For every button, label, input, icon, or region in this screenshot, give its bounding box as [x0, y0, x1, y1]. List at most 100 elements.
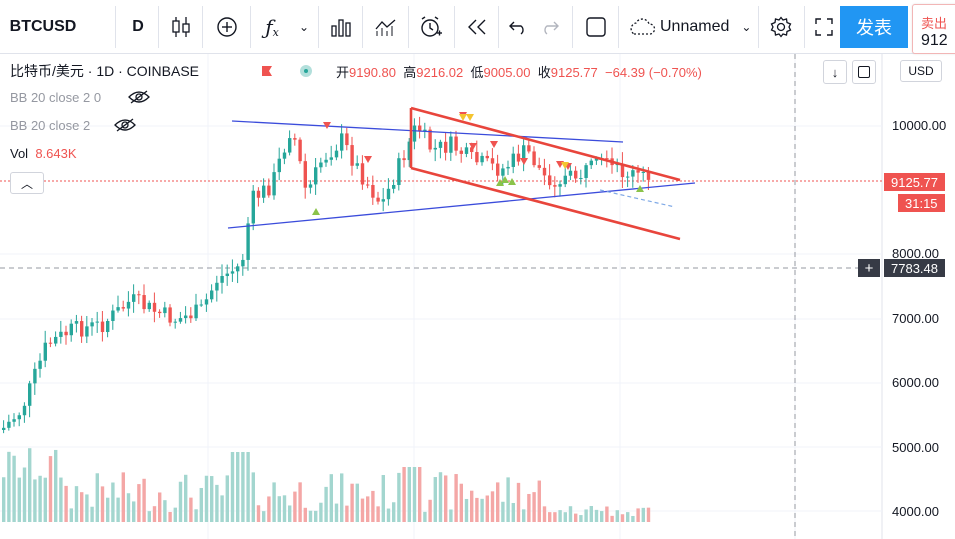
collapse-legend-button[interactable]: ︿: [10, 172, 44, 194]
volume-bar: [90, 506, 94, 522]
alert-clock-icon[interactable]: [414, 10, 448, 44]
volume-bar: [54, 449, 58, 522]
candle-body: [501, 168, 505, 176]
volume-bar: [33, 479, 37, 522]
volume-bar: [163, 500, 167, 522]
volume-bar: [584, 509, 588, 522]
price-tick: 10000.00: [892, 118, 947, 133]
candle-body: [360, 163, 365, 185]
replay-rewind-icon[interactable]: [462, 10, 492, 44]
candle-body: [95, 321, 99, 323]
compare-add-icon[interactable]: [210, 10, 244, 44]
candle-body: [454, 136, 458, 151]
volume-bar: [516, 482, 521, 522]
symbol-legend-title[interactable]: 比特币/美元 · 1D · COINBASE: [10, 63, 200, 79]
candle-body: [246, 223, 250, 260]
volume-bar: [496, 482, 500, 522]
volume-bar: [563, 512, 567, 522]
download-arrow-icon[interactable]: ↓: [823, 60, 847, 84]
volume-bar: [532, 492, 536, 522]
candle-body: [527, 145, 531, 152]
volume-bar: [7, 451, 11, 522]
candle-body: [324, 159, 328, 163]
sell-order-button[interactable]: 卖出 912: [912, 4, 955, 54]
channel-upper-line: [410, 106, 681, 182]
candle-body: [366, 184, 370, 186]
drawings: [227, 106, 696, 241]
candle-body: [163, 307, 167, 314]
volume-bar: [251, 472, 255, 522]
open-label: 开: [336, 65, 350, 80]
signal-markers: [312, 112, 644, 215]
candle-body: [636, 170, 640, 173]
last-price-badge: 9125.77: [884, 173, 945, 191]
undo-icon[interactable]: [504, 10, 532, 44]
candles-icon[interactable]: [166, 10, 196, 44]
redo-icon[interactable]: [536, 10, 564, 44]
toolbar-divider: [202, 6, 203, 48]
volume-legend[interactable]: Vol 8.643K: [10, 146, 77, 161]
price-tick: 5000.00: [892, 440, 939, 455]
candle-body: [38, 360, 42, 369]
close-label: 收: [537, 65, 551, 80]
fullscreen-square-icon[interactable]: [580, 10, 612, 44]
templates-icon[interactable]: [370, 10, 402, 44]
candle-body: [132, 294, 136, 302]
candle-body: [59, 331, 63, 337]
candle-body: [470, 147, 474, 153]
publish-button[interactable]: 发表: [840, 6, 908, 48]
eye-hidden-icon[interactable]: [128, 90, 150, 104]
bar-chart-icon[interactable]: [326, 10, 356, 44]
volume-bar: [412, 467, 417, 522]
volume-bar: [69, 508, 73, 522]
yellow-signal-marker: [561, 162, 569, 169]
expand-icon[interactable]: [810, 10, 838, 44]
candle-body: [178, 318, 183, 322]
candle-body: [116, 307, 120, 311]
candle-body: [594, 158, 599, 161]
volume-bar: [631, 515, 635, 522]
toolbar-divider: [408, 6, 409, 48]
volume-bar: [449, 509, 453, 522]
candle-body: [152, 302, 157, 312]
indicator-bb-1[interactable]: BB 20 close 2 0: [10, 90, 102, 105]
volume-bar: [366, 496, 370, 522]
candle-body: [558, 184, 562, 187]
triangle-lower-line: [227, 182, 696, 229]
volume-bar: [199, 487, 203, 522]
candle-body: [329, 157, 333, 160]
volume-bar: [220, 495, 224, 522]
candle-body: [475, 152, 479, 163]
vol-value: 8.643K: [35, 146, 77, 161]
indicator-bb-2[interactable]: BB 20 close 2: [10, 118, 91, 133]
volume-bar: [137, 484, 141, 522]
interval-button[interactable]: D: [132, 18, 144, 35]
symbol-search-button[interactable]: BTCUSD: [9, 18, 77, 35]
currency-button[interactable]: USD: [900, 60, 942, 82]
chevron-down-icon[interactable]: ⌄: [298, 20, 310, 34]
price-tick: 6000.00: [892, 375, 939, 390]
candle-body: [574, 170, 578, 179]
candle-body: [230, 271, 235, 274]
price-chart[interactable]: [0, 54, 955, 539]
volume-bars: [2, 448, 651, 522]
volume-bar: [558, 510, 562, 522]
volume-bar: [100, 486, 105, 522]
layout-menu-button[interactable]: Unnamed ⌄: [626, 10, 754, 44]
volume-bar: [272, 482, 276, 522]
data-source-icon[interactable]: [300, 65, 312, 77]
legend-color-flag[interactable]: [262, 66, 272, 76]
candle-body: [64, 331, 68, 336]
volume-bar: [43, 477, 47, 522]
crosshair-plus-icon[interactable]: +: [858, 259, 880, 277]
volume-bar: [470, 490, 474, 522]
maximize-pane-icon[interactable]: [852, 60, 876, 84]
volume-bar: [59, 477, 63, 522]
candle-body: [225, 273, 229, 277]
toolbar-divider: [158, 6, 159, 48]
settings-gear-icon[interactable]: [764, 10, 798, 44]
candle-body: [428, 129, 432, 150]
eye-hidden-icon[interactable]: [114, 118, 136, 132]
